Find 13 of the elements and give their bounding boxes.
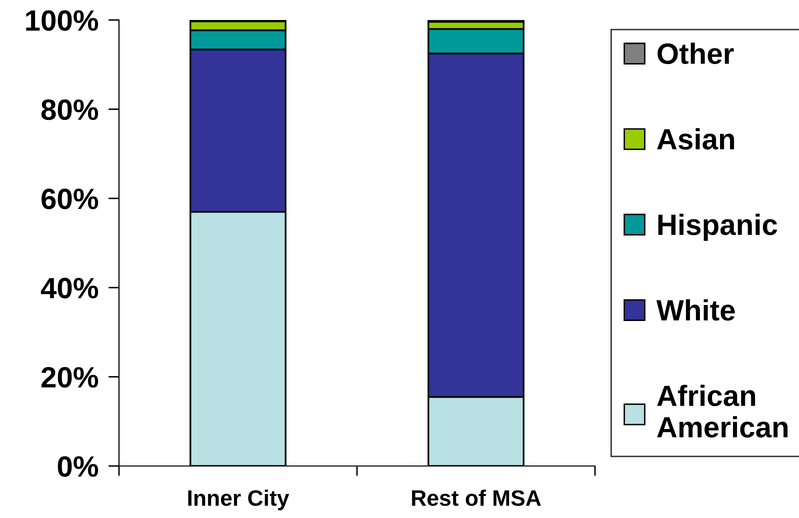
- y-tick-label: 100%: [26, 10, 98, 31]
- x-tick-label: Rest of MSA: [412, 490, 541, 506]
- y-tick-label: 40%: [40, 278, 98, 298]
- y-tick-label: 60%: [42, 188, 98, 210]
- legend-label: White: [656, 299, 735, 321]
- y-tick-label: 20%: [42, 367, 98, 388]
- legend-label: Asian: [657, 128, 734, 150]
- x-tick-label: Inner City: [188, 490, 290, 510]
- y-tick-label: 80%: [41, 99, 98, 120]
- legend-label: Other: [658, 42, 734, 64]
- y-tick-label: 0%: [58, 456, 98, 477]
- legend-label: Hispanic: [658, 214, 778, 241]
- legend-label: African American: [657, 384, 788, 438]
